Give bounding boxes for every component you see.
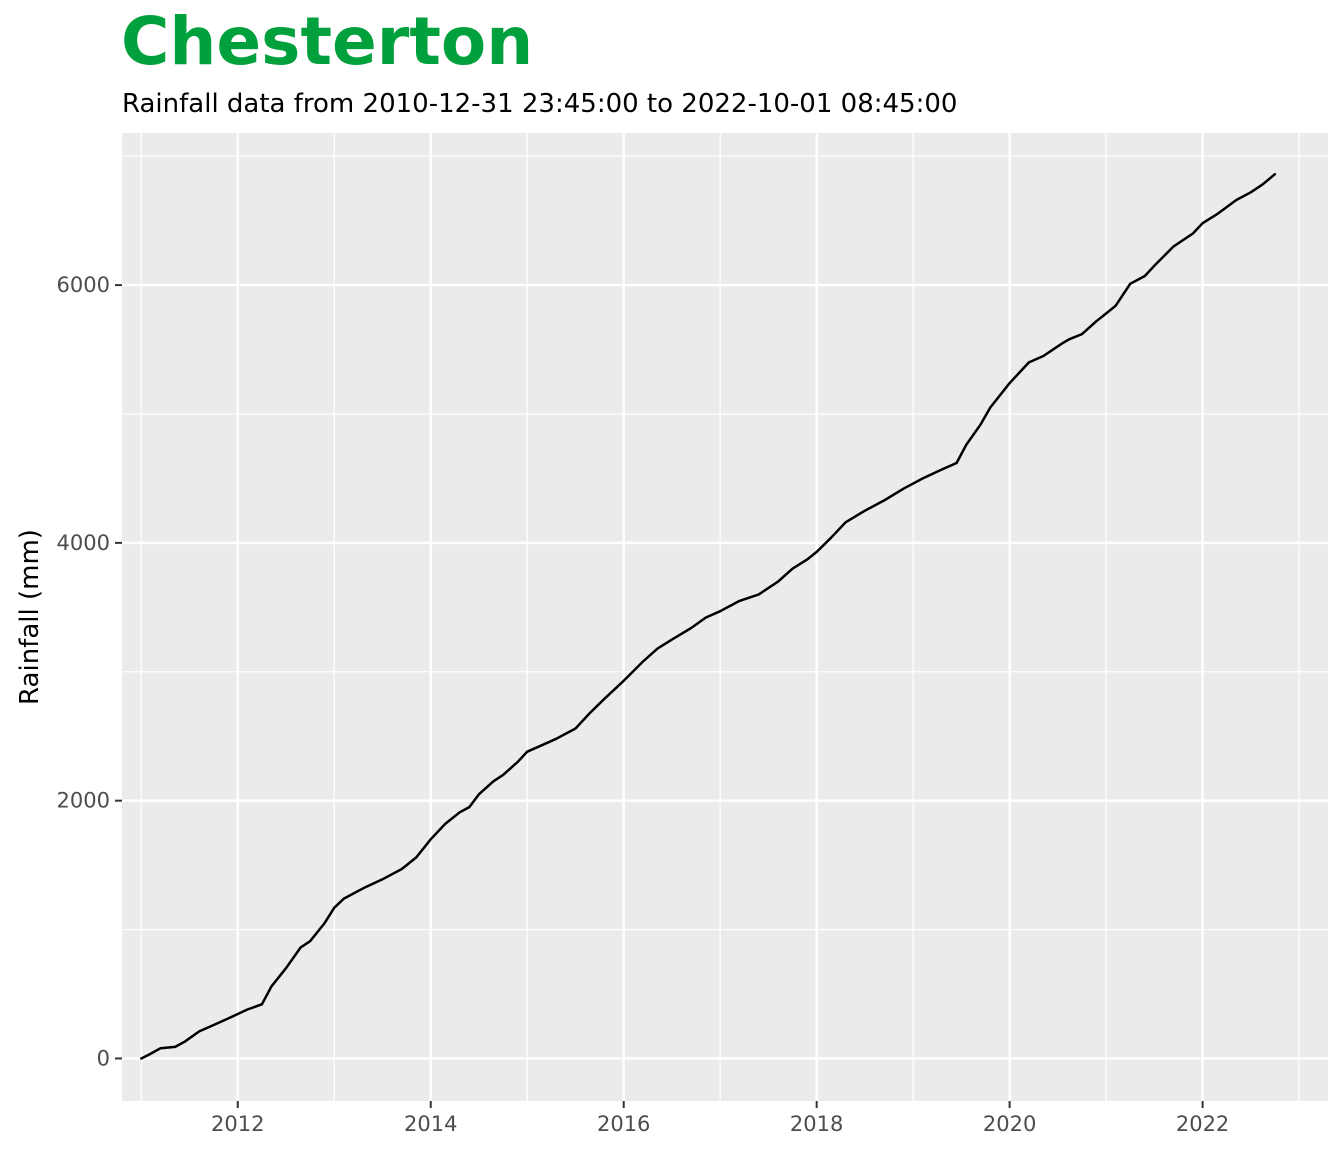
x-tick-label: 2018 bbox=[790, 1112, 843, 1136]
y-tick-label: 6000 bbox=[57, 273, 110, 297]
y-tick-label: 2000 bbox=[57, 789, 110, 813]
x-tick-label: 2022 bbox=[1176, 1112, 1229, 1136]
y-tick-label: 0 bbox=[97, 1046, 110, 1070]
x-axis: 2012 2014 2016 2018 2020 2022 bbox=[211, 1101, 1229, 1136]
plot-panel bbox=[122, 133, 1328, 1101]
grid-major bbox=[122, 133, 1328, 1101]
x-tick-label: 2012 bbox=[211, 1112, 264, 1136]
grid-minor bbox=[122, 133, 1328, 1101]
chart-subtitle: Rainfall data from 2010-12-31 23:45:00 t… bbox=[122, 89, 958, 119]
x-tick-label: 2014 bbox=[404, 1112, 457, 1136]
series-line-cumulative-rainfall bbox=[140, 172, 1277, 1060]
y-axis: 0 2000 4000 6000 bbox=[57, 273, 122, 1070]
chart-title: Chesterton bbox=[121, 3, 534, 80]
y-tick-label: 4000 bbox=[57, 531, 110, 555]
y-axis-title: Rainfall (mm) bbox=[15, 529, 45, 705]
x-tick-label: 2020 bbox=[983, 1112, 1036, 1136]
x-tick-label: 2016 bbox=[597, 1112, 650, 1136]
